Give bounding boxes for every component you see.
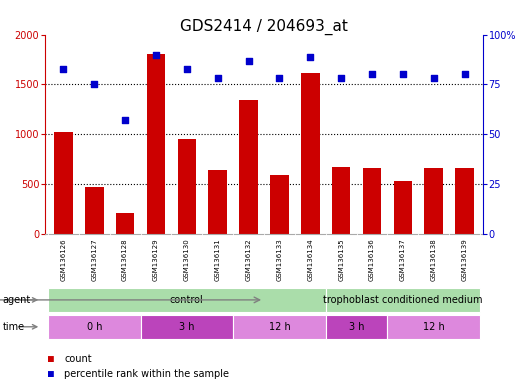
Bar bbox=[270, 175, 289, 234]
Text: GSM136134: GSM136134 bbox=[307, 238, 313, 281]
Text: time: time bbox=[3, 322, 25, 332]
Text: ■: ■ bbox=[48, 354, 53, 364]
Text: GSM136129: GSM136129 bbox=[153, 238, 159, 281]
Point bbox=[399, 71, 407, 78]
Text: 12 h: 12 h bbox=[423, 322, 445, 332]
Text: GSM136126: GSM136126 bbox=[60, 238, 67, 281]
Text: GSM136138: GSM136138 bbox=[431, 238, 437, 281]
Bar bbox=[363, 168, 381, 234]
Title: GDS2414 / 204693_at: GDS2414 / 204693_at bbox=[180, 18, 348, 35]
Text: GSM136131: GSM136131 bbox=[215, 238, 221, 281]
Text: GSM136128: GSM136128 bbox=[122, 238, 128, 281]
Text: 3 h: 3 h bbox=[179, 322, 195, 332]
Bar bbox=[116, 213, 135, 234]
Bar bbox=[326, 315, 388, 339]
Point bbox=[306, 53, 315, 60]
Bar bbox=[209, 170, 227, 234]
Point bbox=[152, 51, 160, 58]
Bar bbox=[388, 315, 480, 339]
Bar bbox=[48, 288, 326, 312]
Text: GSM136136: GSM136136 bbox=[369, 238, 375, 281]
Bar bbox=[332, 167, 351, 234]
Bar bbox=[393, 181, 412, 234]
Bar bbox=[48, 315, 140, 339]
Text: GSM136133: GSM136133 bbox=[277, 238, 282, 281]
Bar bbox=[326, 288, 480, 312]
Text: 3 h: 3 h bbox=[349, 322, 364, 332]
Bar bbox=[425, 168, 443, 234]
Text: trophoblast conditioned medium: trophoblast conditioned medium bbox=[323, 295, 483, 305]
Point bbox=[121, 118, 129, 124]
Point bbox=[429, 75, 438, 81]
Text: GSM136139: GSM136139 bbox=[461, 238, 468, 281]
Text: agent: agent bbox=[3, 295, 31, 305]
Text: ■: ■ bbox=[48, 369, 53, 379]
Text: GSM136130: GSM136130 bbox=[184, 238, 190, 281]
Point bbox=[183, 65, 191, 71]
Bar bbox=[147, 53, 165, 234]
Bar bbox=[301, 73, 319, 234]
Text: GSM136135: GSM136135 bbox=[338, 238, 344, 281]
Text: control: control bbox=[170, 295, 204, 305]
Text: GSM136127: GSM136127 bbox=[91, 238, 97, 281]
Bar bbox=[140, 315, 233, 339]
Bar bbox=[455, 168, 474, 234]
Text: count: count bbox=[64, 354, 92, 364]
Text: 12 h: 12 h bbox=[269, 322, 290, 332]
Point bbox=[275, 75, 284, 81]
Bar bbox=[85, 187, 103, 234]
Point bbox=[213, 75, 222, 81]
Text: GSM136132: GSM136132 bbox=[246, 238, 251, 281]
Bar bbox=[54, 132, 73, 234]
Point bbox=[90, 81, 99, 88]
Point bbox=[368, 71, 376, 78]
Bar bbox=[233, 315, 326, 339]
Text: 0 h: 0 h bbox=[87, 322, 102, 332]
Bar bbox=[177, 139, 196, 234]
Bar bbox=[239, 101, 258, 234]
Point bbox=[244, 58, 253, 64]
Text: GSM136137: GSM136137 bbox=[400, 238, 406, 281]
Point bbox=[460, 71, 469, 78]
Point bbox=[59, 65, 68, 71]
Text: percentile rank within the sample: percentile rank within the sample bbox=[64, 369, 229, 379]
Point bbox=[337, 75, 345, 81]
